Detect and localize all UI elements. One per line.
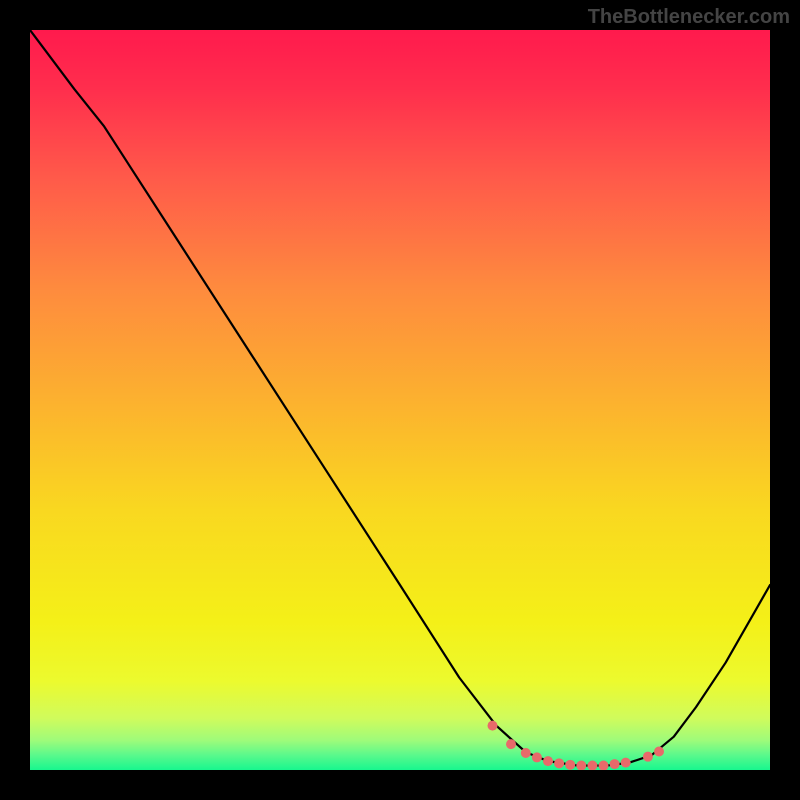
curve-marker: [532, 752, 542, 762]
curve-marker: [554, 758, 564, 768]
chart-curve-layer: [30, 30, 770, 770]
curve-marker: [654, 747, 664, 757]
curve-marker: [543, 756, 553, 766]
curve-marker: [643, 752, 653, 762]
bottleneck-curve: [30, 30, 770, 766]
curve-marker: [587, 761, 597, 770]
curve-marker: [576, 761, 586, 770]
curve-marker: [521, 748, 531, 758]
curve-marker: [599, 761, 609, 770]
curve-marker: [506, 739, 516, 749]
chart-plot-area: [30, 30, 770, 770]
watermark-text: TheBottlenecker.com: [588, 6, 790, 29]
curve-marker: [610, 759, 620, 769]
curve-marker: [565, 760, 575, 770]
curve-marker: [488, 721, 498, 731]
curve-marker: [621, 758, 631, 768]
curve-markers: [488, 721, 665, 770]
